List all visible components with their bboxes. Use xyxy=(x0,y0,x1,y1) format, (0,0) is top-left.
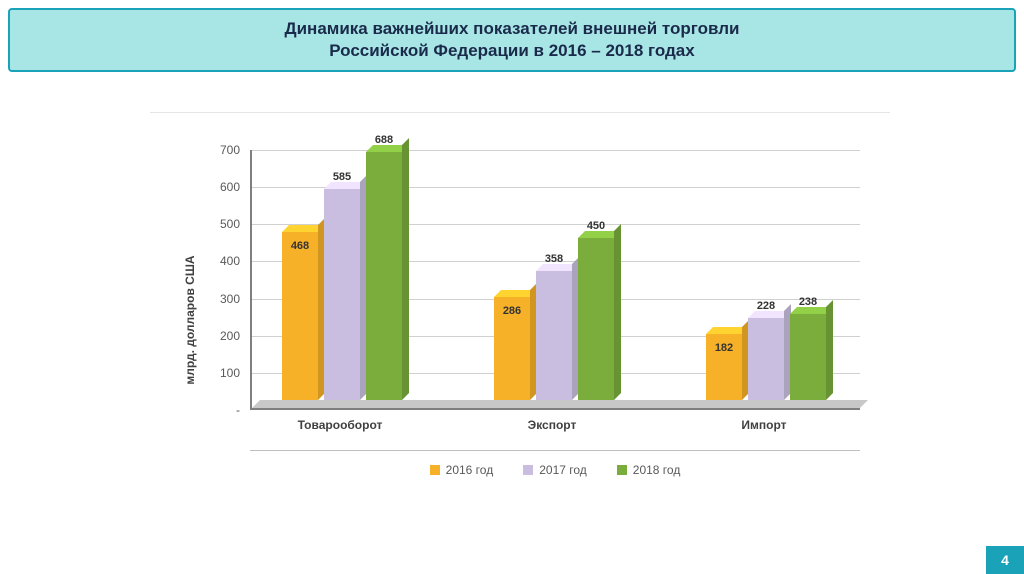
bar: 358 xyxy=(536,271,572,400)
bar-front xyxy=(578,238,614,400)
category-label: Импорт xyxy=(704,418,824,432)
bar-front xyxy=(790,314,826,400)
bar-front xyxy=(324,189,360,400)
bar-value-label: 238 xyxy=(790,296,826,308)
bar-value-label: 688 xyxy=(366,134,402,146)
legend-item: 2016 год xyxy=(430,463,494,477)
bar: 468 xyxy=(282,232,318,400)
y-tick-label: - xyxy=(180,403,240,417)
bar: 585 xyxy=(324,189,360,400)
bar-value-label: 228 xyxy=(748,300,784,312)
legend-item: 2017 год xyxy=(523,463,587,477)
y-tick-label: 500 xyxy=(180,217,240,231)
page-number: 4 xyxy=(986,546,1024,574)
title-line1: Динамика важнейших показателей внешней т… xyxy=(284,19,739,38)
legend-label: 2017 год xyxy=(539,463,587,477)
y-tick-label: 200 xyxy=(180,329,240,343)
bar-value-label: 182 xyxy=(706,342,742,354)
bar-value-label: 450 xyxy=(578,220,614,232)
y-tick-label: 400 xyxy=(180,254,240,268)
bar-value-label: 468 xyxy=(282,240,318,252)
bar-side xyxy=(826,300,833,400)
bar-front xyxy=(536,271,572,400)
gridline xyxy=(252,150,860,151)
bar-value-label: 286 xyxy=(494,305,530,317)
chart-floor xyxy=(252,400,868,408)
title-line2: Российской Федерации в 2016 – 2018 годах xyxy=(329,41,694,60)
y-tick-label: 300 xyxy=(180,292,240,306)
bar: 228 xyxy=(748,318,784,400)
legend: 2016 год 2017 год 2018 год xyxy=(250,450,860,477)
legend-swatch xyxy=(523,465,533,475)
page-title: Динамика важнейших показателей внешней т… xyxy=(284,18,739,62)
divider xyxy=(150,112,890,113)
bar-value-label: 585 xyxy=(324,171,360,183)
category-label: Экспорт xyxy=(492,418,612,432)
bar-front xyxy=(366,152,402,400)
legend-label: 2018 год xyxy=(633,463,681,477)
y-tick-label: 600 xyxy=(180,180,240,194)
title-bar: Динамика важнейших показателей внешней т… xyxy=(8,8,1016,72)
legend-swatch xyxy=(430,465,440,475)
plot-area: 468585688286358450182228238 xyxy=(250,150,860,410)
bar: 450 xyxy=(578,238,614,400)
y-tick-label: 700 xyxy=(180,143,240,157)
bar-side xyxy=(402,138,409,400)
bar: 238 xyxy=(790,314,826,400)
bar: 688 xyxy=(366,152,402,400)
legend-item: 2018 год xyxy=(617,463,681,477)
legend-label: 2016 год xyxy=(446,463,494,477)
category-label: Товарооборот xyxy=(280,418,400,432)
y-tick-label: 100 xyxy=(180,366,240,380)
bar-front xyxy=(748,318,784,400)
chart: млрд. долларов США 468585688286358450182… xyxy=(150,140,890,500)
legend-swatch xyxy=(617,465,627,475)
bar: 182 xyxy=(706,334,742,400)
bar: 286 xyxy=(494,297,530,400)
bar-value-label: 358 xyxy=(536,253,572,265)
bar-front xyxy=(282,232,318,400)
bar-side xyxy=(614,224,621,400)
